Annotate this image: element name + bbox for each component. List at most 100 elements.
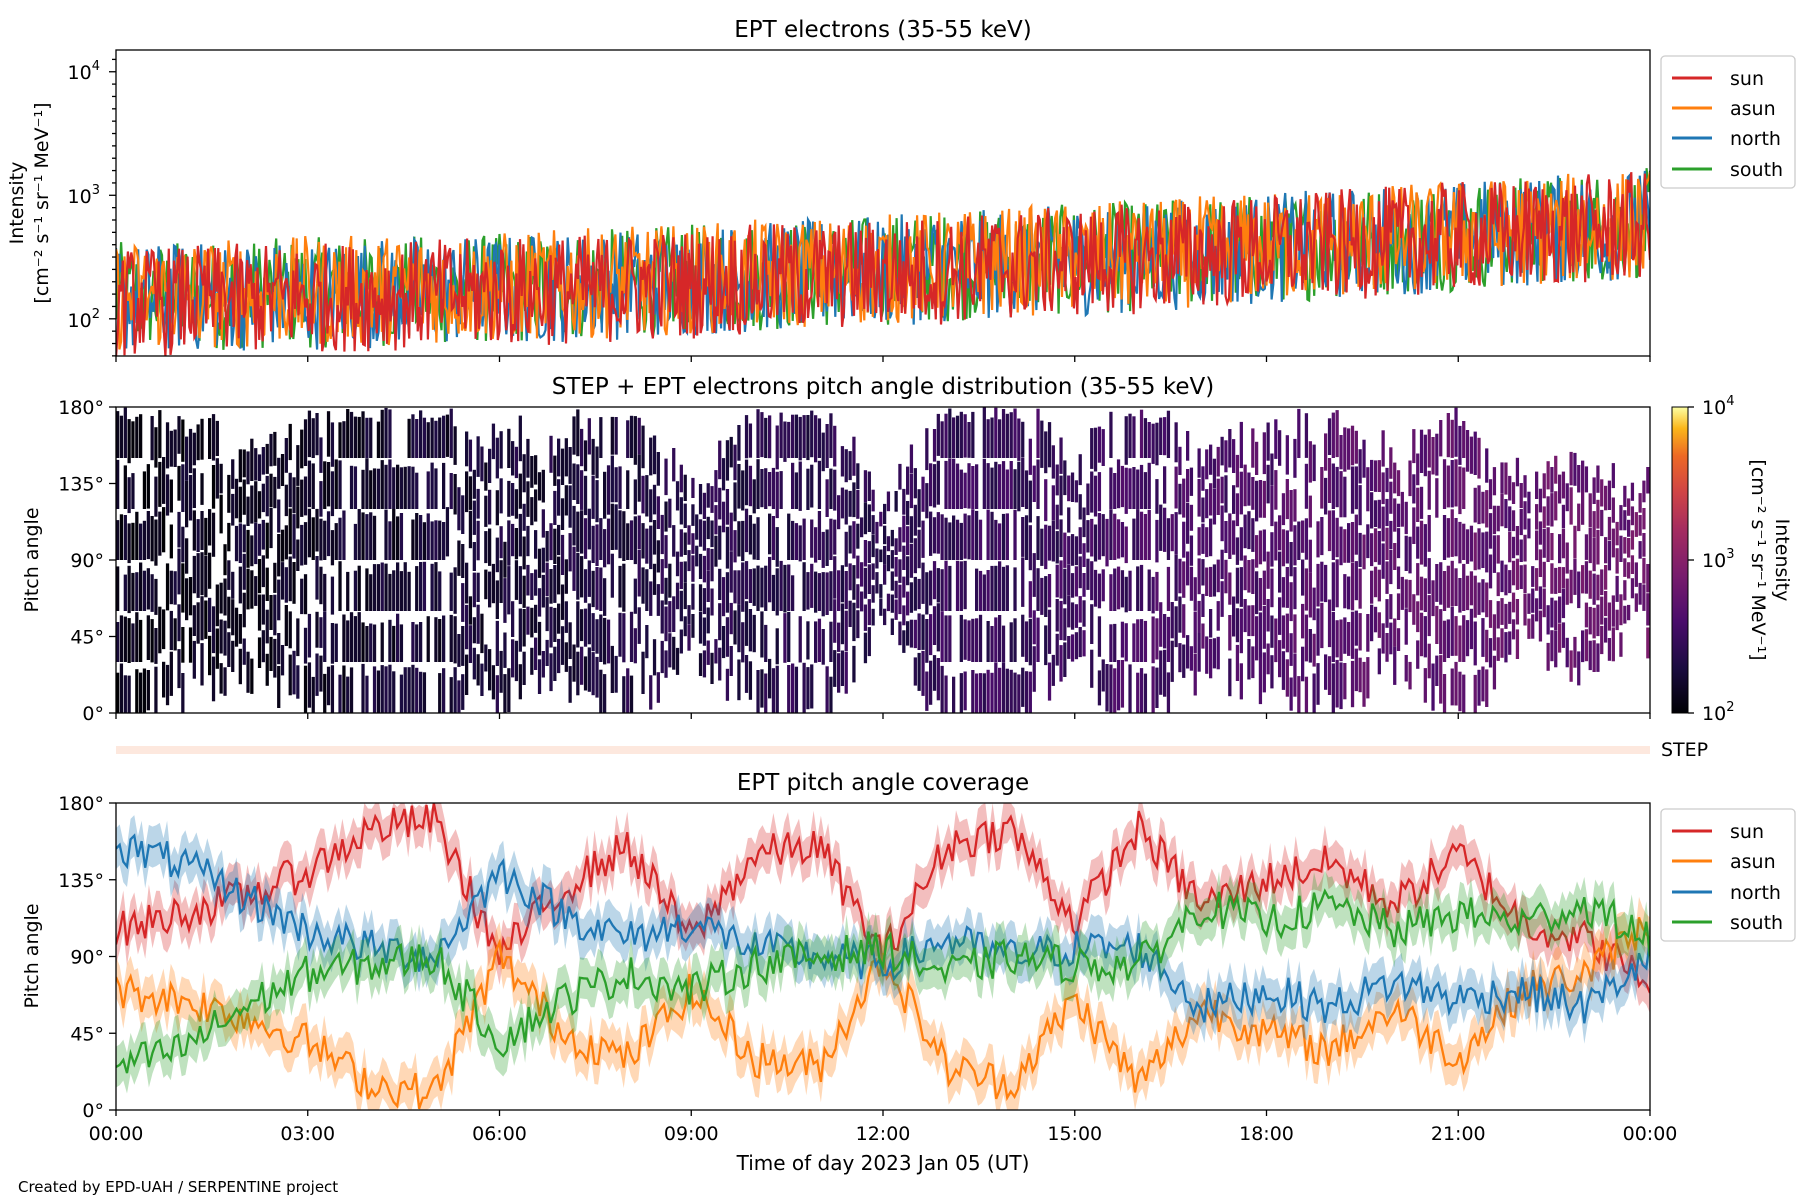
heatmap-cell: [396, 562, 400, 611]
heatmap-cell: [503, 541, 507, 578]
heatmap-cell: [1419, 486, 1424, 519]
heatmap-cell: [522, 609, 526, 647]
heatmap-cell: [1354, 466, 1358, 510]
heatmap-cell: [1047, 574, 1052, 608]
heatmap-cell: [1354, 648, 1358, 692]
heatmap-cell: [1458, 466, 1462, 515]
heatmap-cell: [921, 614, 925, 650]
heatmap-cell: [1331, 463, 1335, 509]
heatmap-cell: [491, 423, 496, 460]
heatmap-cell: [303, 419, 308, 466]
heatmap-cell: [181, 673, 185, 713]
heatmap-cell: [499, 650, 503, 693]
heatmap-cell: [518, 473, 522, 509]
heatmap-cell: [1381, 623, 1385, 654]
heatmap-cell: [1500, 493, 1504, 527]
heatmap-cell: [1519, 509, 1523, 536]
heatmap-cell: [798, 461, 802, 511]
heatmap-cell: [442, 522, 446, 560]
heatmap-cell: [1143, 514, 1148, 560]
heatmap-cell: [668, 498, 672, 528]
heatmap-cell: [1024, 621, 1029, 662]
heatmap-cell: [940, 514, 944, 560]
heatmap-cell: [288, 654, 292, 696]
heatmap-cell: [449, 677, 453, 713]
heatmap-cell: [449, 572, 453, 611]
heatmap-cell: [1101, 659, 1105, 692]
heatmap-cell: [1435, 655, 1439, 686]
heatmap-cell: [1059, 560, 1063, 599]
heatmap-cell: [656, 672, 660, 703]
heatmap-cell: [192, 555, 196, 594]
heatmap-cell: [146, 670, 150, 711]
heatmap-cell: [1189, 566, 1194, 601]
heatmap-cell: [219, 494, 223, 534]
heatmap-cell: [649, 489, 653, 523]
heatmap-cell: [978, 519, 983, 560]
heatmap-cell: [1619, 594, 1623, 626]
heatmap-cell: [664, 535, 668, 569]
heatmap-cell: [932, 517, 937, 554]
heatmap-cell: [829, 571, 833, 611]
heatmap-cell: [1289, 542, 1293, 577]
heatmap-cell: [549, 435, 553, 473]
heatmap-cell: [955, 415, 960, 458]
heatmap-cell: [1067, 596, 1071, 628]
heatmap-cell: [1538, 488, 1543, 513]
heatmap-cell: [852, 521, 856, 559]
heatmap-cell: [127, 419, 131, 464]
heatmap-cell: [1335, 410, 1339, 458]
heatmap-cell: [323, 611, 327, 662]
heatmap-cell: [1389, 622, 1393, 655]
heatmap-cell: [1159, 650, 1163, 695]
heatmap-cell: [445, 507, 450, 557]
heatmap-cell: [1370, 604, 1374, 642]
heatmap-cell: [1163, 466, 1167, 504]
heatmap-cell: [906, 466, 910, 495]
heatmap-cell: [1408, 579, 1412, 613]
heatmap-cell: [1515, 457, 1520, 487]
heatmap-cell: [465, 562, 469, 604]
heatmap-cell: [637, 549, 641, 597]
heatmap-cell: [798, 616, 802, 663]
heatmap-cell: [530, 497, 534, 526]
heatmap-cell: [645, 528, 649, 564]
heatmap-cell: [952, 458, 956, 509]
heatmap-cell: [1266, 599, 1270, 632]
heatmap-cell: [1350, 425, 1355, 466]
heatmap-cell: [1166, 672, 1171, 713]
heatmap-cell: [1147, 422, 1151, 458]
heatmap-cell: [495, 490, 499, 526]
heatmap-cell: [833, 425, 837, 467]
heatmap-cell: [215, 420, 219, 456]
heatmap-cell: [231, 571, 235, 599]
panel-step-coverage: STEP: [116, 739, 1708, 761]
heatmap-cell: [135, 511, 139, 560]
heatmap-cell: [606, 518, 611, 565]
heatmap-cell: [1350, 611, 1355, 659]
heatmap-cell: [200, 643, 204, 686]
heatmap-cell: [1147, 462, 1151, 509]
heatmap-cell: [568, 485, 572, 528]
heatmap-cell: [388, 573, 392, 611]
heatmap-cell: [116, 520, 120, 560]
heatmap-cell: [599, 518, 603, 560]
heatmap-cell: [1462, 674, 1466, 713]
heatmap-cell: [894, 599, 898, 620]
heatmap-cell: [1151, 616, 1155, 664]
heatmap-cell: [1600, 479, 1604, 507]
heatmap-cell: [142, 668, 147, 713]
heatmap-cell: [553, 646, 557, 681]
heatmap-cell: [925, 671, 929, 711]
heatmap-cell: [675, 582, 680, 610]
heatmap-cell: [1538, 521, 1543, 545]
heatmap-cell: [641, 475, 645, 514]
heatmap-cell: [1515, 526, 1520, 556]
heatmap-cell: [580, 609, 584, 642]
heatmap-cell: [204, 556, 208, 598]
heatmap-cell: [568, 447, 572, 484]
heatmap-cell: [1028, 618, 1032, 666]
heatmap-cell: [1350, 522, 1355, 563]
heatmap-cell: [583, 440, 588, 472]
heatmap-cell: [913, 619, 917, 649]
